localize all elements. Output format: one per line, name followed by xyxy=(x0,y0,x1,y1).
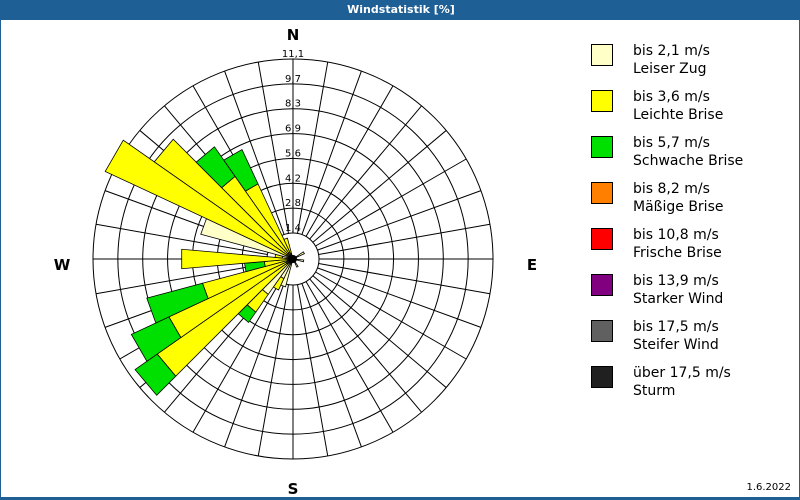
legend-label: Sturm xyxy=(633,383,676,399)
ring-label: 5,6 xyxy=(285,148,301,159)
compass-n: N xyxy=(287,26,300,44)
legend-label: Leiser Zug xyxy=(633,61,707,77)
legend-speed: bis 17,5 m/s xyxy=(633,319,719,335)
ring-label: 2,8 xyxy=(285,198,301,209)
legend-swatch xyxy=(591,228,613,250)
legend-item: bis 13,9 m/s Starker Wind xyxy=(589,272,789,318)
center-dot xyxy=(289,255,297,263)
wind-bar-segment xyxy=(130,316,182,362)
ring-label: 11,1 xyxy=(282,49,304,60)
compass-e: E xyxy=(527,256,537,274)
wind-bars xyxy=(104,138,305,396)
legend-speed: bis 8,2 m/s xyxy=(633,181,710,197)
wind-bar-segment xyxy=(134,353,177,396)
legend-label: Starker Wind xyxy=(633,291,724,307)
window-border xyxy=(1,497,800,500)
compass-s: S xyxy=(288,480,299,498)
legend-speed: bis 13,9 m/s xyxy=(633,273,719,289)
legend-item: über 17,5 m/s Sturm xyxy=(589,364,789,410)
legend-swatch xyxy=(591,90,613,112)
legend-label: Mäßige Brise xyxy=(633,199,724,215)
legend-speed: bis 3,6 m/s xyxy=(633,89,710,105)
compass-w: W xyxy=(54,256,71,274)
legend-swatch xyxy=(591,274,613,296)
legend-label: Leichte Brise xyxy=(633,107,724,123)
legend-speed: bis 5,7 m/s xyxy=(633,135,710,151)
legend-item: bis 17,5 m/s Steifer Wind xyxy=(589,318,789,364)
wind-bar-segment xyxy=(223,149,259,192)
wind-bar-segment xyxy=(283,237,293,255)
legend-swatch xyxy=(591,44,613,66)
ring-label: 6,9 xyxy=(285,124,301,135)
legend-swatch xyxy=(591,136,613,158)
legend-speed: über 17,5 m/s xyxy=(633,365,731,381)
legend-item: bis 10,8 m/s Frische Brise xyxy=(589,226,789,272)
ring-label: 8,3 xyxy=(285,99,301,110)
legend-item: bis 2,1 m/s Leiser Zug xyxy=(589,42,789,88)
legend-speed: bis 2,1 m/s xyxy=(633,43,710,59)
legend-item: bis 3,6 m/s Leichte Brise xyxy=(589,88,789,134)
ring-label: 1,4 xyxy=(285,223,301,234)
legend-swatch xyxy=(591,320,613,342)
legend-speed: bis 10,8 m/s xyxy=(633,227,719,243)
legend-item: bis 5,7 m/s Schwache Brise xyxy=(589,134,789,180)
legend-swatch xyxy=(591,182,613,204)
wind-bar-segment xyxy=(146,282,209,324)
legend-label: Schwache Brise xyxy=(633,153,744,169)
legend-swatch xyxy=(591,366,613,388)
wind-bar-segment xyxy=(153,138,289,256)
wind-bar-segment xyxy=(104,139,288,257)
legend-item: bis 8,2 m/s Mäßige Brise xyxy=(589,180,789,226)
date-label: 1.6.2022 xyxy=(746,482,791,493)
window-title: Windstatistik [%] xyxy=(1,0,800,20)
legend-label: Frische Brise xyxy=(633,245,722,261)
wind-bar-segment xyxy=(195,146,236,189)
ring-label: 9,7 xyxy=(285,74,301,85)
legend: bis 2,1 m/s Leiser Zug bis 3,6 m/s Leichte … xyxy=(589,42,789,410)
ring-label: 4,2 xyxy=(285,173,301,184)
legend-label: Steifer Wind xyxy=(633,337,719,353)
